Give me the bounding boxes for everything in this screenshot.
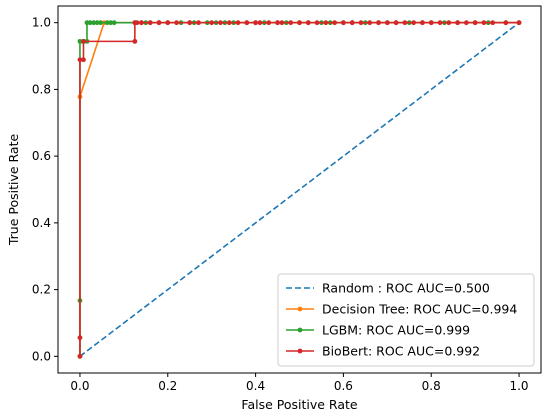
data-point [367, 20, 373, 26]
y-tick-label: 0.8 [32, 82, 51, 96]
data-point [349, 20, 355, 26]
legend-marker [297, 306, 303, 312]
data-point [77, 38, 83, 44]
data-point [156, 20, 162, 26]
data-point [87, 20, 93, 26]
x-tick-label: 0.6 [334, 379, 353, 393]
data-point [196, 20, 201, 26]
data-point [77, 335, 83, 341]
data-point [516, 20, 522, 26]
data-point [503, 20, 509, 26]
y-tick-label: 0.4 [32, 216, 51, 230]
data-point [187, 20, 193, 26]
x-tick-label: 0.4 [246, 379, 265, 393]
data-point [305, 20, 311, 26]
data-point [253, 20, 258, 26]
data-point [147, 20, 153, 26]
data-point [81, 57, 86, 63]
legend-marker [297, 348, 303, 354]
data-point [275, 20, 280, 26]
data-point [77, 353, 83, 359]
data-point [463, 20, 469, 26]
data-point [244, 20, 250, 26]
plot-area-frame [57, 5, 542, 374]
y-tick-label: 0.6 [32, 149, 51, 163]
legend-label: LGBM: ROC AUC=0.999 [322, 323, 470, 338]
data-point [384, 20, 390, 26]
y-tick-label: 1.0 [32, 16, 51, 30]
data-point [481, 20, 487, 26]
y-tick-label: 0.0 [32, 349, 51, 363]
data-point [323, 20, 329, 26]
data-point [490, 20, 496, 26]
data-point [108, 20, 114, 26]
data-point [472, 20, 478, 26]
legend-label: BioBert: ROC AUC=0.992 [322, 344, 480, 359]
data-point [94, 20, 100, 26]
x-tick-label: 0.2 [158, 379, 177, 393]
data-point [111, 20, 117, 26]
x-tick-label: 0.0 [70, 379, 89, 393]
data-point [446, 20, 452, 26]
data-point [420, 20, 425, 26]
data-point [104, 20, 110, 26]
data-point [411, 20, 417, 26]
series-3 [77, 20, 522, 359]
data-point [218, 20, 223, 26]
data-point [314, 20, 320, 26]
x-tick-label: 1.0 [509, 379, 528, 393]
data-point [279, 20, 285, 26]
data-point [428, 20, 434, 26]
data-point [174, 20, 179, 26]
data-point [332, 20, 338, 26]
y-tick-label: 0.2 [32, 283, 51, 297]
data-point [257, 20, 263, 26]
data-point [165, 20, 171, 26]
data-point [132, 38, 138, 44]
data-point [226, 20, 232, 26]
data-point [266, 20, 272, 26]
data-point [134, 20, 140, 26]
legend-box [277, 273, 535, 367]
data-point [235, 20, 241, 26]
data-point [209, 20, 215, 26]
legend: Random : ROC AUC=0.500 Decision Tree: ROC… [277, 273, 535, 367]
data-point [402, 20, 408, 26]
x-axis-ticks: 0.0 0.2 0.4 0.6 0.8 1.0 [70, 373, 529, 393]
legend-label: Decision Tree: ROC AUC=0.994 [322, 302, 517, 317]
data-point [455, 20, 460, 26]
data-point [437, 20, 443, 26]
x-tick-label: 0.8 [422, 379, 441, 393]
y-axis-label: True Positive Rate [6, 134, 21, 247]
data-point [77, 57, 83, 63]
data-point [393, 20, 399, 26]
data-point [297, 20, 302, 26]
data-point [81, 38, 86, 44]
series-0 [79, 22, 520, 357]
data-point [376, 20, 381, 26]
x-axis-label: False Positive Rate [241, 397, 357, 412]
data-point [288, 20, 294, 26]
data-point [358, 20, 364, 26]
data-point [139, 20, 144, 26]
legend-label: Random : ROC AUC=0.500 [322, 281, 490, 296]
legend-marker [297, 327, 303, 333]
data-point [91, 20, 96, 26]
y-axis-ticks: 0.0 0.2 0.4 0.6 0.8 1.0 [32, 16, 58, 363]
data-point [98, 20, 103, 26]
series-line [79, 22, 520, 357]
data-point [341, 20, 346, 26]
